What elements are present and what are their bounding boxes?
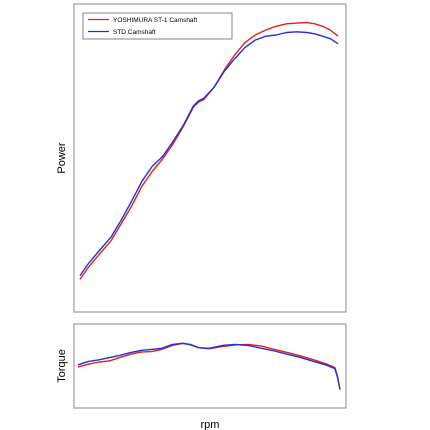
x-axis-title: rpm xyxy=(201,419,220,430)
torque-axis-title: Torque xyxy=(56,349,68,383)
legend-label-std: STD Camshaft xyxy=(113,29,156,36)
power-line-yoshimura xyxy=(79,21,339,280)
legend: YOSHIMURA ST-1 Camshaft STD Camshaft xyxy=(82,12,233,40)
power-plot-frame xyxy=(73,3,347,313)
power-axis-title: Power xyxy=(56,142,68,174)
torque-line-std xyxy=(77,342,341,390)
legend-box xyxy=(82,12,233,40)
torque-plot-frame xyxy=(73,323,347,409)
torque-series-group xyxy=(77,342,341,390)
legend-label-yoshimura: YOSHIMURA ST-1 Camshaft xyxy=(113,17,197,24)
power-series-group xyxy=(79,21,339,280)
power-line-std xyxy=(79,31,339,276)
